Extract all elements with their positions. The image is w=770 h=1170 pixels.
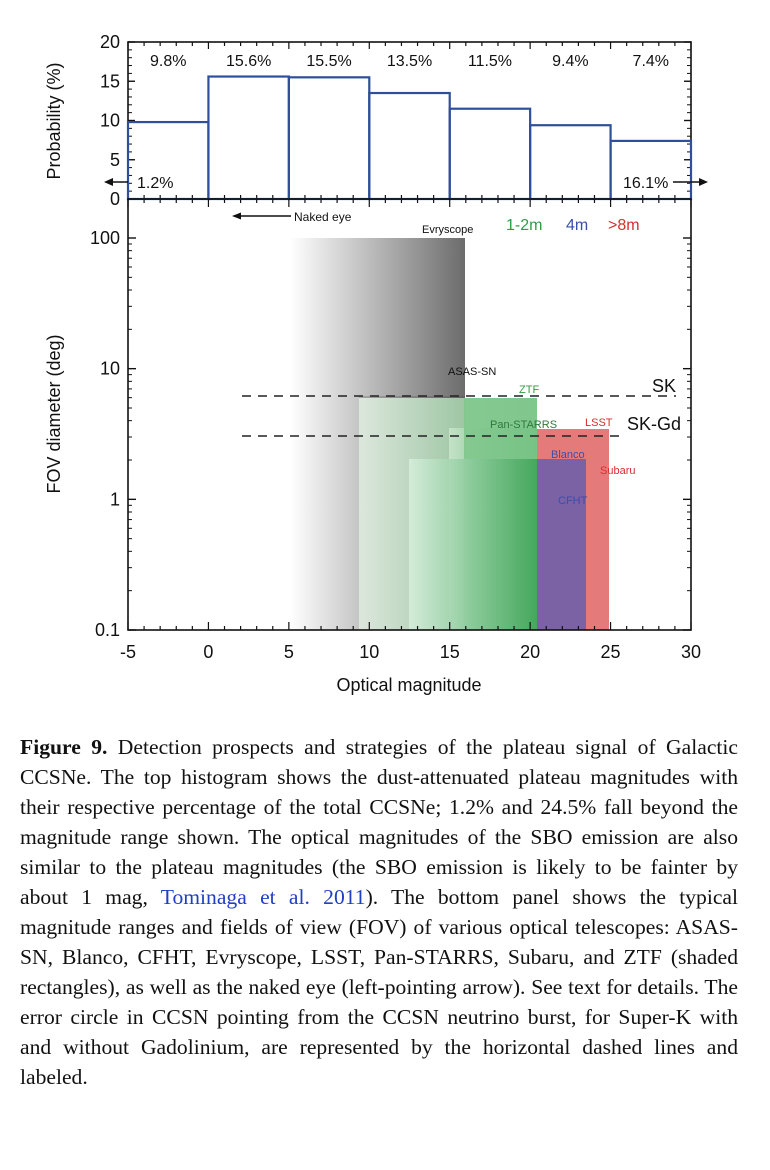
histogram-y-tick-label: 20 [100,32,120,52]
label-sk: SK [652,376,676,396]
fov-x-tick-label: 25 [601,642,621,662]
caption-citation-link[interactable]: Tominaga et al. 2011 [160,885,366,909]
fov-x-tick-label: 15 [440,642,460,662]
right-overflow-arrow-head [699,178,708,186]
caption-text-after: ). The bottom panel shows the typical ma… [20,885,739,1089]
fov-y-axis-label: FOV diameter (deg) [44,334,64,493]
fov-y-tick-label: 0.1 [95,620,120,640]
fov-y-tick-label: 100 [90,228,120,248]
fov-x-tick-label: 30 [681,642,701,662]
histogram-bar-label: 11.5% [468,53,512,70]
left-overflow-label: 1.2% [137,175,173,192]
fov-y-tick-label: 10 [100,359,120,379]
label-blanco: Blanco [551,449,585,461]
label-cfht: CFHT [558,495,588,507]
green-1-2m-rect [409,459,537,630]
histogram-y-tick-label: 5 [110,150,120,170]
label-ztf: ZTF [519,384,539,396]
fov-x-ticks: -5 0 5 10 15 20 25 30 [120,199,701,662]
legend-1-2m: 1-2m [506,217,542,234]
histogram-bar-labels: 9.8% 15.6% 15.5% 13.5% 11.5% 9.4% 7.4% [150,53,669,70]
legend-4m: 4m [566,217,588,234]
caption-text-before: Detection prospects and strategies of th… [20,735,738,909]
figure-caption: Figure 9. Detection prospects and strate… [20,732,738,1092]
histogram-panel: 0 5 10 15 20 9.8% 15.6% 15.5% 13.5% 11.5% 9.4% 7.4… [44,32,708,209]
histogram-y-tick-label: 15 [100,71,120,91]
histogram-y-axis-label: Probability (%) [44,62,64,179]
histogram-y-tick-label: 10 [100,111,120,131]
histogram-bar [448,107,532,201]
fov-x-tick-label: 0 [203,642,213,662]
fov-frame [127,198,692,631]
label-subaru: Subaru [600,465,635,477]
fov-x-tick-label: 20 [520,642,540,662]
histogram-bar [368,91,451,201]
histogram-bar-label: 9.8% [150,53,186,70]
fov-x-tick-label: 10 [359,642,379,662]
right-overflow-label: 16.1% [623,175,668,192]
fov-x-tick-label: -5 [120,642,136,662]
blanco-cfht-rect [537,459,586,630]
histogram-y-tick-label: 0 [110,189,120,209]
fov-x-axis-label: Optical magnitude [336,675,481,695]
histogram-bar-label: 9.4% [552,53,588,70]
label-evryscope: Evryscope [422,224,473,236]
legend-8m: >8m [608,217,640,234]
histogram-bar [529,124,612,201]
histogram-bar [287,76,371,201]
histogram-bar-label: 13.5% [387,53,432,70]
figure: 0 5 10 15 20 9.8% 15.6% 15.5% 13.5% 11.5% 9.4% 7.4… [44,32,708,695]
fov-y-ticks: 0.1 1 10 100 [90,228,691,640]
histogram-bar [207,75,290,201]
histogram-bar-label: 15.6% [226,53,271,70]
label-asassn: ASAS-SN [448,366,496,378]
naked-eye-arrow-head [232,212,241,220]
left-overflow-arrow-head [104,178,113,186]
histogram-bars [126,75,693,201]
label-lsst: LSST [585,417,613,429]
fov-x-tick-label: 5 [284,642,294,662]
label-panstarrs: Pan-STARRS [490,419,557,431]
histogram-bar-label: 15.5% [306,53,351,70]
label-skgd: SK-Gd [627,414,681,434]
naked-eye-label: Naked eye [294,210,352,224]
caption-label: Figure 9. [20,735,108,759]
fov-y-tick-label: 1 [110,489,120,509]
histogram-bar-label: 7.4% [633,53,669,70]
